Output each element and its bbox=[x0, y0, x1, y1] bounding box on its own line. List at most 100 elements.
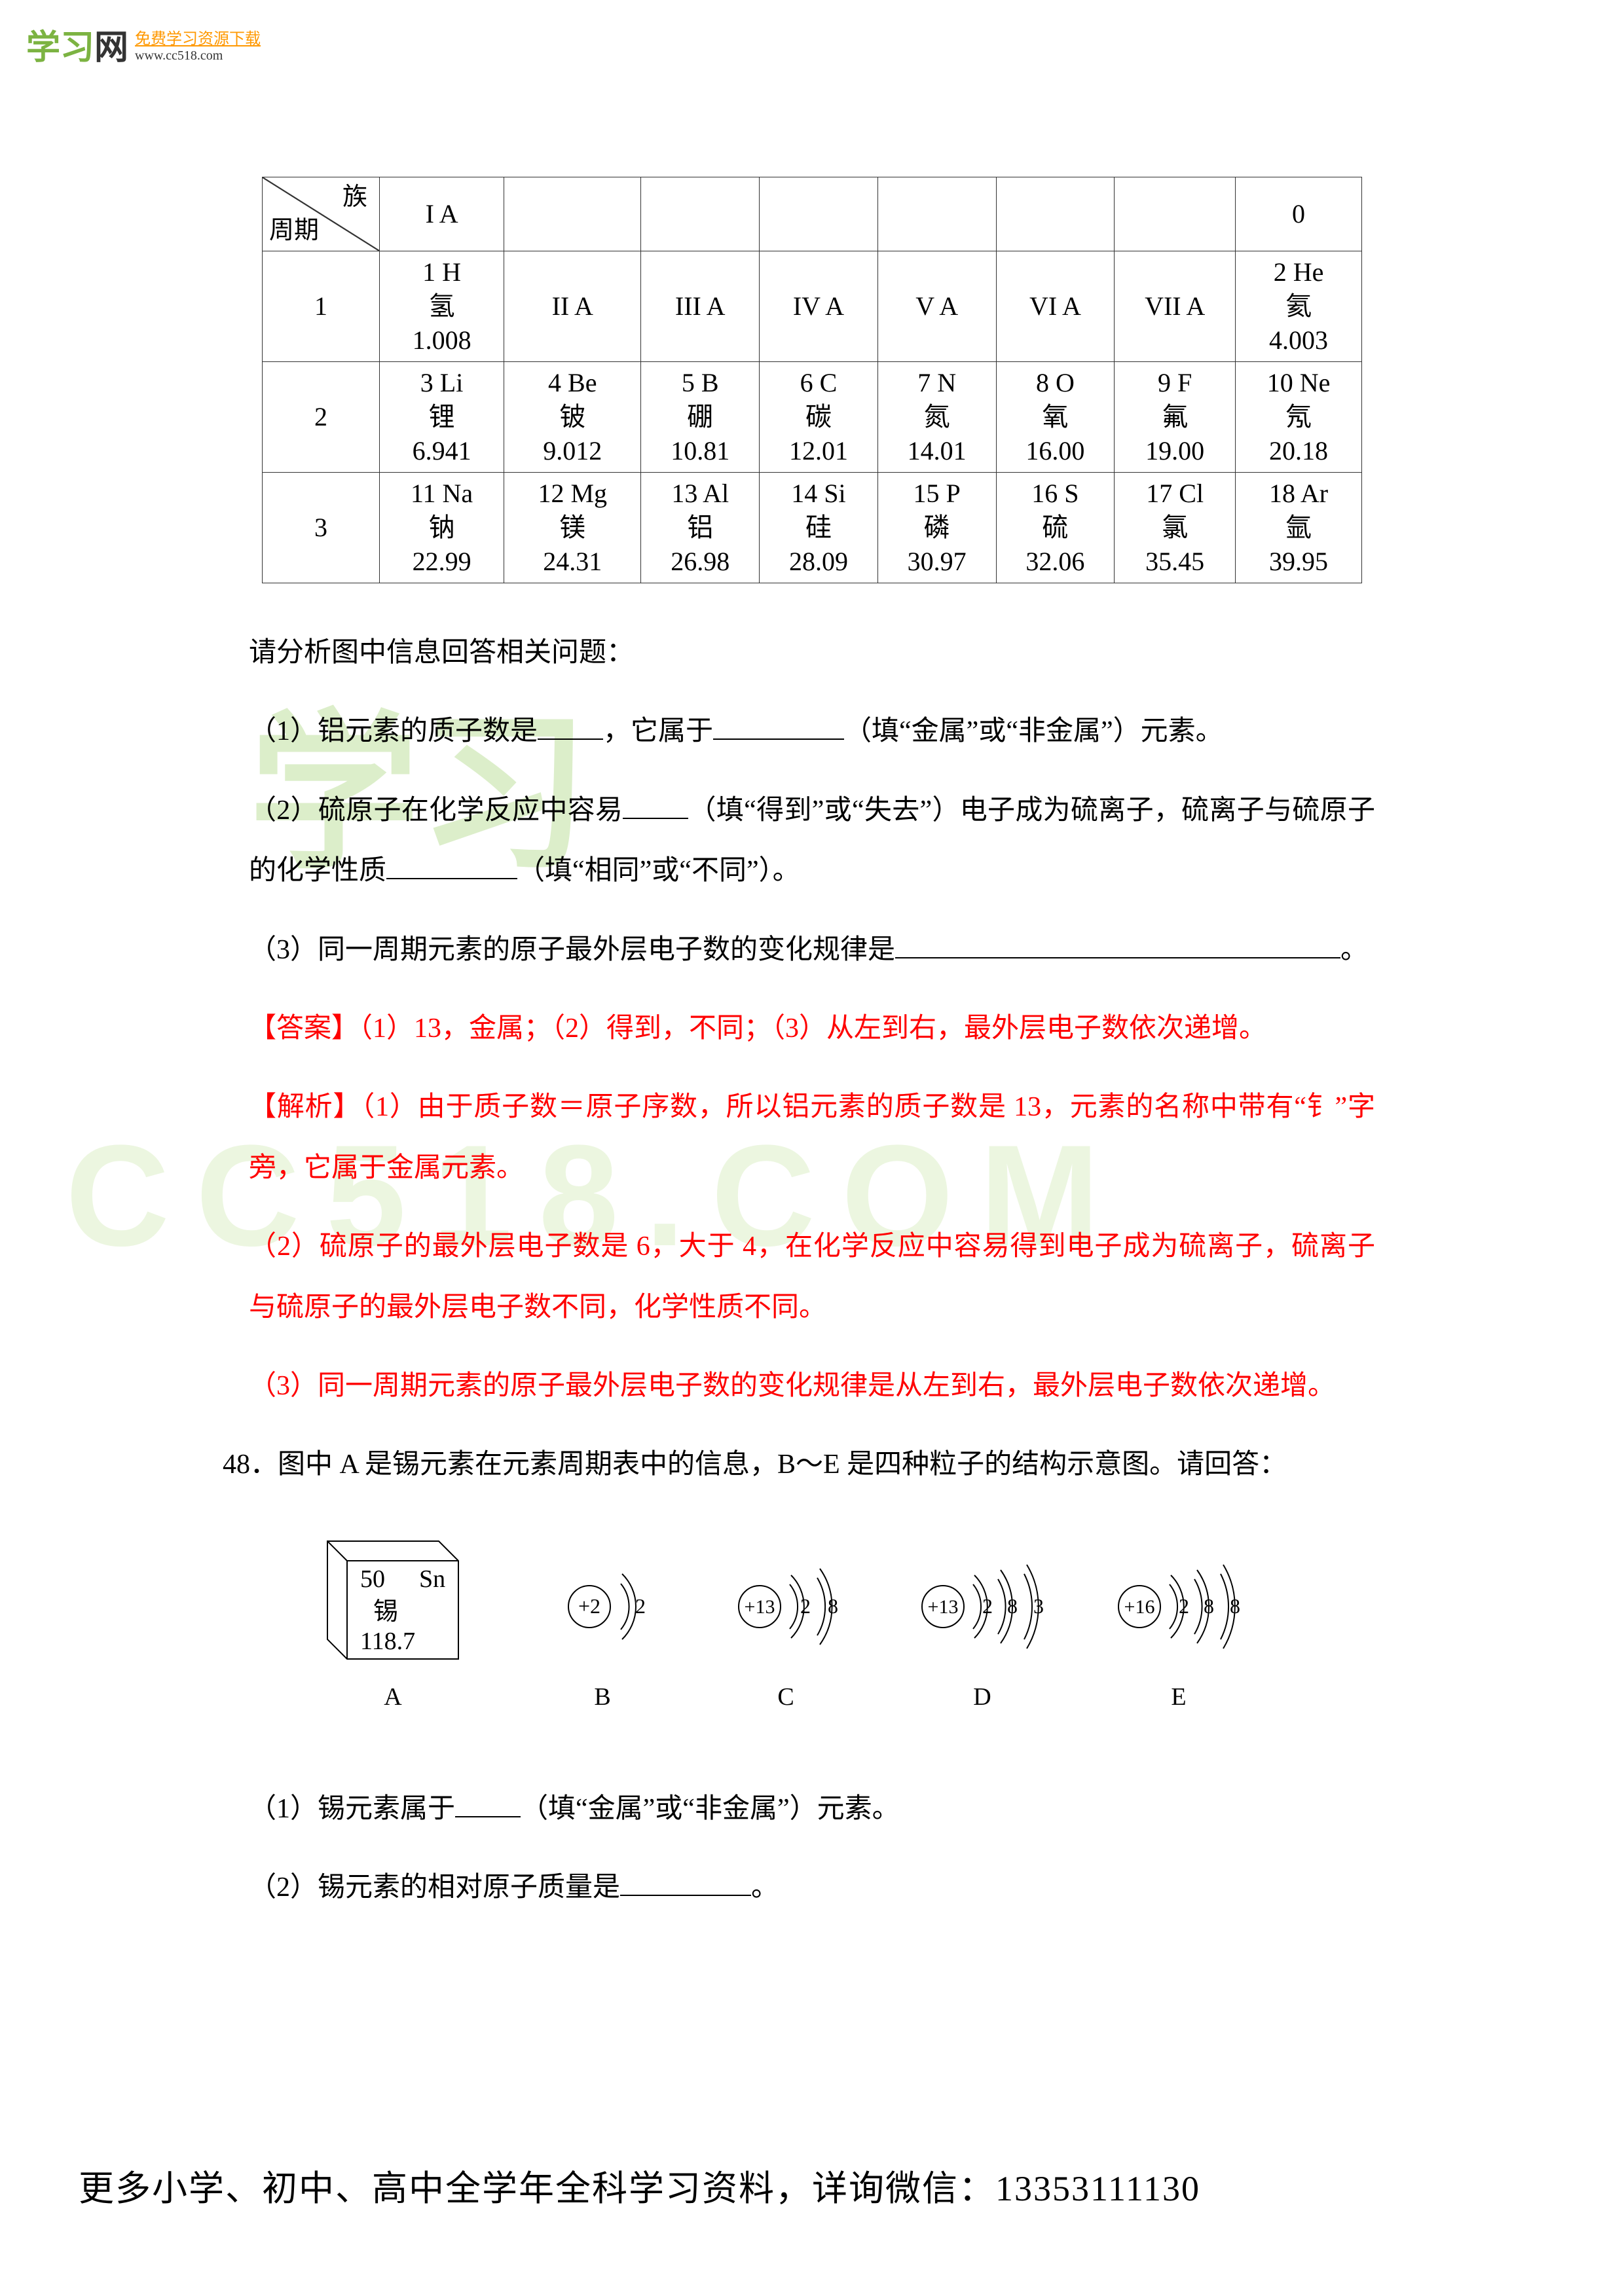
svg-text:118.7: 118.7 bbox=[360, 1628, 415, 1655]
svg-text:B: B bbox=[594, 1683, 610, 1711]
svg-text:C: C bbox=[777, 1683, 794, 1711]
period-num: 1 bbox=[263, 251, 380, 362]
element-cell: VI A bbox=[996, 251, 1115, 362]
question-48: 48．图中 A 是锡元素在元素周期表中的信息，B～E 是四种粒子的结构示意图。请… bbox=[223, 1434, 1375, 1495]
q48-2: （2）锡元素的相对原子质量是 。 bbox=[249, 1857, 1375, 1918]
element-cell: 10 Ne氖20.18 bbox=[1236, 362, 1362, 473]
svg-text:+13: +13 bbox=[745, 1596, 775, 1618]
question-1: （1）铝元素的质子数是 ，它属于 （填“金属”或“非金属”）元素。 bbox=[249, 701, 1375, 761]
svg-text:+2: +2 bbox=[578, 1594, 600, 1618]
svg-text:2: 2 bbox=[1179, 1594, 1189, 1618]
logo-text: 学习网 bbox=[26, 20, 128, 69]
q1-part-b: ，它属于 bbox=[603, 716, 713, 746]
footer: 更多小学、初中、高中全学年全科学习资料，详询微信：13353111130 bbox=[79, 2159, 1200, 2211]
header-period: 周期 bbox=[269, 215, 319, 247]
svg-text:+16: +16 bbox=[1124, 1596, 1155, 1618]
table-header-row: 族 周期 I A 0 bbox=[263, 177, 1362, 251]
blank bbox=[895, 930, 1340, 958]
element-cell: VII A bbox=[1115, 251, 1236, 362]
atom-diagram-svg: 50 Sn 锡 118.7 A +2 2 B + bbox=[288, 1522, 1270, 1731]
element-cell: IV A bbox=[760, 251, 878, 362]
page-content: 族 周期 I A 0 1 1 H氢1.008 II A III A IV A V… bbox=[249, 177, 1375, 1937]
svg-text:+13: +13 bbox=[928, 1596, 959, 1618]
q2-part-c: （填“相同”或“不同”）。 bbox=[517, 856, 800, 886]
q48-2b: 。 bbox=[751, 1872, 779, 1903]
group-empty bbox=[641, 177, 760, 251]
element-cell: II A bbox=[504, 251, 641, 362]
element-cell: 8 O氧16.00 bbox=[996, 362, 1115, 473]
blank bbox=[538, 711, 603, 740]
atom-D: +13 2 8 3 bbox=[922, 1565, 1044, 1649]
logo-prefix: 学习 bbox=[26, 29, 94, 67]
svg-text:A: A bbox=[384, 1683, 402, 1711]
blank bbox=[386, 850, 517, 879]
group-empty bbox=[996, 177, 1115, 251]
question-text: 请分析图中信息回答相关问题： （1）铝元素的质子数是 ，它属于 （填“金属”或“非金… bbox=[249, 623, 1375, 1918]
q48-figure: 50 Sn 锡 118.7 A +2 2 B + bbox=[288, 1522, 1375, 1753]
answer: 【答案】（1）13，金属；（2）得到，不同；（3）从左到右，最外层电子数依次递增… bbox=[249, 998, 1375, 1059]
element-cell: 12 Mg镁24.31 bbox=[504, 473, 641, 583]
q48-1b: （填“金属”或“非金属”）元素。 bbox=[521, 1794, 900, 1824]
element-cell: 15 P磷30.97 bbox=[877, 473, 996, 583]
svg-text:8: 8 bbox=[1204, 1594, 1214, 1618]
element-cell: 11 Na钠22.99 bbox=[380, 473, 504, 583]
blank bbox=[713, 711, 844, 740]
svg-text:8: 8 bbox=[1230, 1594, 1240, 1618]
element-cell: 1 H氢1.008 bbox=[380, 251, 504, 362]
blank bbox=[455, 1789, 521, 1817]
q48-1: （1）锡元素属于 （填“金属”或“非金属”）元素。 bbox=[249, 1779, 1375, 1839]
group-empty bbox=[504, 177, 641, 251]
analysis-1: 【解析】（1）由于质子数＝原子序数，所以铝元素的质子数是 13，元素的名称中带有… bbox=[249, 1077, 1375, 1198]
logo-sub-text: 免费学习资源下载 bbox=[135, 31, 261, 48]
svg-text:锡: 锡 bbox=[373, 1598, 398, 1626]
period-1-row: 1 1 H氢1.008 II A III A IV A V A VI A VII… bbox=[263, 251, 1362, 362]
element-cell: 13 Al铝26.98 bbox=[641, 473, 760, 583]
element-cell: 16 S硫32.06 bbox=[996, 473, 1115, 583]
period-3-row: 3 11 Na钠22.99 12 Mg镁24.31 13 Al铝26.98 14… bbox=[263, 473, 1362, 583]
q48-2a: （2）锡元素的相对原子质量是 bbox=[249, 1872, 620, 1903]
svg-text:2: 2 bbox=[800, 1594, 811, 1618]
svg-text:8: 8 bbox=[1007, 1594, 1018, 1618]
q3-end: 。 bbox=[1340, 935, 1368, 965]
group-empty bbox=[760, 177, 878, 251]
svg-text:D: D bbox=[973, 1683, 991, 1711]
atom-B: +2 2 bbox=[568, 1574, 646, 1639]
period-num: 3 bbox=[263, 473, 380, 583]
intro: 请分析图中信息回答相关问题： bbox=[249, 623, 1375, 683]
period-num: 2 bbox=[263, 362, 380, 473]
svg-text:3: 3 bbox=[1033, 1594, 1044, 1618]
q3-part-a: （3）同一周期元素的原子最外层电子数的变化规律是 bbox=[249, 935, 895, 965]
element-cell: 6 C碳12.01 bbox=[760, 362, 878, 473]
group-empty bbox=[877, 177, 996, 251]
period-2-row: 2 3 Li锂6.941 4 Be铍9.012 5 B硼10.81 6 C碳12… bbox=[263, 362, 1362, 473]
q2-part-a: （2）硫原子在化学反应中容易 bbox=[249, 795, 623, 826]
periodic-table: 族 周期 I A 0 1 1 H氢1.008 II A III A IV A V… bbox=[262, 177, 1362, 583]
logo-suffix: 网 bbox=[94, 29, 128, 67]
element-cell: 3 Li锂6.941 bbox=[380, 362, 504, 473]
q1-part-c: （填“金属”或“非金属”）元素。 bbox=[844, 716, 1223, 746]
svg-text:8: 8 bbox=[828, 1594, 838, 1618]
blank bbox=[620, 1867, 751, 1896]
svg-text:2: 2 bbox=[635, 1594, 646, 1618]
element-box-A: 50 Sn 锡 118.7 bbox=[327, 1541, 458, 1659]
blank bbox=[623, 790, 688, 819]
element-cell: 7 N氮14.01 bbox=[877, 362, 996, 473]
element-cell: 5 B硼10.81 bbox=[641, 362, 760, 473]
element-cell: 4 Be铍9.012 bbox=[504, 362, 641, 473]
element-cell: 9 F氟19.00 bbox=[1115, 362, 1236, 473]
group-empty bbox=[1115, 177, 1236, 251]
element-cell: V A bbox=[877, 251, 996, 362]
svg-text:E: E bbox=[1171, 1683, 1186, 1711]
element-cell: 18 Ar氩39.95 bbox=[1236, 473, 1362, 583]
q48-1a: （1）锡元素属于 bbox=[249, 1794, 455, 1824]
atom-E: +16 2 8 8 bbox=[1118, 1565, 1240, 1649]
header-group: 族 bbox=[342, 181, 367, 213]
element-cell: 17 Cl氯35.45 bbox=[1115, 473, 1236, 583]
question-2: （2）硫原子在化学反应中容易（填“得到”或“失去”）电子成为硫离子，硫离子与硫原… bbox=[249, 780, 1375, 902]
element-cell: III A bbox=[641, 251, 760, 362]
element-cell: 2 He氦4.003 bbox=[1236, 251, 1362, 362]
header-diagonal-cell: 族 周期 bbox=[263, 177, 380, 251]
logo-url: www.cc518.com bbox=[135, 48, 261, 64]
svg-text:Sn: Sn bbox=[419, 1565, 445, 1593]
q1-part-a: （1）铝元素的质子数是 bbox=[249, 716, 538, 746]
